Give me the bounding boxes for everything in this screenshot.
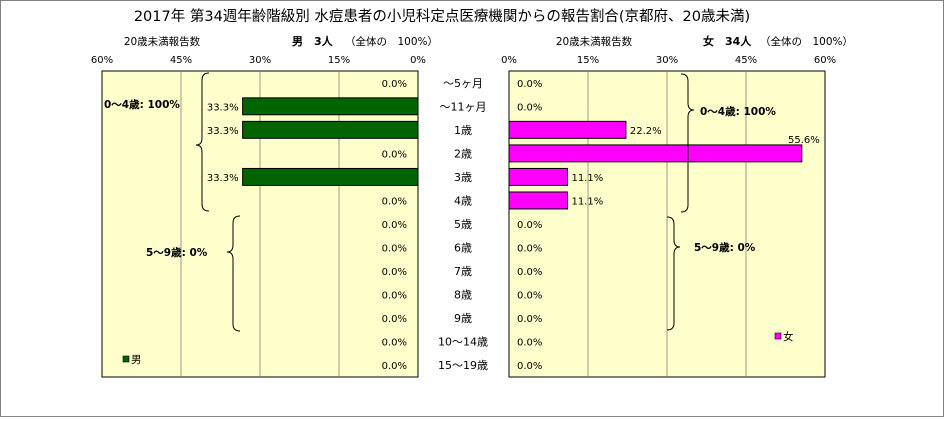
- category-label: 8歳: [454, 289, 472, 302]
- female-value-label: 0.0%: [517, 338, 542, 349]
- female-bar: [508, 144, 803, 163]
- category-label: 10～14歳: [438, 336, 488, 349]
- female-value-label: 0.0%: [517, 361, 542, 372]
- male-legend-swatch: [122, 355, 130, 363]
- male-value-label: 33.3%: [207, 173, 239, 184]
- male-group-label-5-9: 5～9歳: 0%: [146, 246, 208, 259]
- female-brace-5-9: [666, 216, 681, 331]
- male-header: 男 3人: [292, 34, 334, 48]
- category-label: 4歳: [454, 194, 472, 207]
- female-tick-label: 60%: [814, 55, 836, 66]
- category-label: 2歳: [454, 147, 472, 160]
- male-axis-title: 20歳未満報告数: [124, 35, 201, 48]
- male-tick-label: 45%: [170, 55, 192, 66]
- male-bar: [242, 120, 419, 139]
- female-tick-label: 0%: [501, 55, 517, 66]
- male-tick-label: 15%: [328, 55, 350, 66]
- male-value-label: 0.0%: [382, 220, 407, 231]
- male-value-label: 0.0%: [382, 361, 407, 372]
- female-value-label: 11.1%: [571, 173, 603, 184]
- category-label: 5歳: [454, 218, 472, 231]
- female-axis-title: 20歳未満報告数: [556, 35, 633, 48]
- male-value-label: 0.0%: [382, 79, 407, 90]
- female-legend-swatch: [774, 332, 782, 340]
- female-value-label: 0.0%: [517, 79, 542, 90]
- male-value-label: 33.3%: [207, 126, 239, 137]
- female-value-label: 0.0%: [517, 244, 542, 255]
- female-bar: [508, 120, 627, 139]
- female-value-label: 0.0%: [517, 314, 542, 325]
- female-group-label-0-4: 0～4歳: 100%: [700, 105, 776, 118]
- male-value-label: 0.0%: [382, 244, 407, 255]
- female-tick-label: 45%: [735, 55, 757, 66]
- female-value-label: 22.2%: [630, 126, 662, 137]
- male-value-label: 0.0%: [382, 196, 407, 207]
- female-brace-0-4: [680, 73, 695, 213]
- male-tick-label: 60%: [91, 55, 113, 66]
- male-value-label: 33.3%: [207, 102, 239, 113]
- male-value-label: 0.0%: [382, 338, 407, 349]
- female-group-label-5-9: 5～9歳: 0%: [694, 241, 756, 254]
- female-header: 女 34人: [703, 34, 752, 48]
- category-label: 9歳: [454, 312, 472, 325]
- category-label: 15～19歳: [438, 359, 488, 372]
- male-value-label: 0.0%: [382, 149, 407, 160]
- female-bar: [508, 191, 568, 210]
- category-label: ～5ヶ月: [443, 77, 483, 90]
- category-label: 7歳: [454, 265, 472, 278]
- male-bar: [242, 167, 419, 186]
- female-legend-label: 女: [783, 330, 794, 343]
- female-tick-label: 30%: [656, 55, 678, 66]
- male-value-label: 0.0%: [382, 291, 407, 302]
- male-value-label: 0.0%: [382, 314, 407, 325]
- male-tick-label: 30%: [249, 55, 271, 66]
- female-bar: [508, 167, 568, 186]
- male-brace-0-4: [195, 72, 210, 212]
- male-legend-label: 男: [131, 354, 142, 366]
- male-value-label: 0.0%: [382, 267, 407, 278]
- female-value-label: 0.0%: [517, 267, 542, 278]
- category-label: 1歳: [454, 124, 472, 137]
- female-value-label: 0.0%: [517, 291, 542, 302]
- female-value-label: 55.6%: [788, 135, 820, 146]
- male-brace-5-9: [226, 215, 241, 332]
- chart-title: 2017年 第34週年齢階級別 水痘患者の小児科定点医療機関からの報告割合(京都…: [134, 7, 750, 25]
- male-header-note: （全体の 100%）: [345, 35, 438, 48]
- male-tick-label: 0%: [410, 55, 426, 66]
- category-label: 6歳: [454, 242, 472, 255]
- female-value-label: 11.1%: [571, 196, 603, 207]
- male-bar: [242, 97, 419, 116]
- category-label: ～11ヶ月: [440, 100, 487, 113]
- female-tick-label: 15%: [577, 55, 599, 66]
- category-label: 3歳: [454, 171, 472, 184]
- female-value-label: 0.0%: [517, 220, 542, 231]
- female-header-note: （全体の 100%）: [760, 35, 853, 48]
- female-value-label: 0.0%: [517, 102, 542, 113]
- male-group-label-0-4: 0～4歳: 100%: [104, 98, 180, 111]
